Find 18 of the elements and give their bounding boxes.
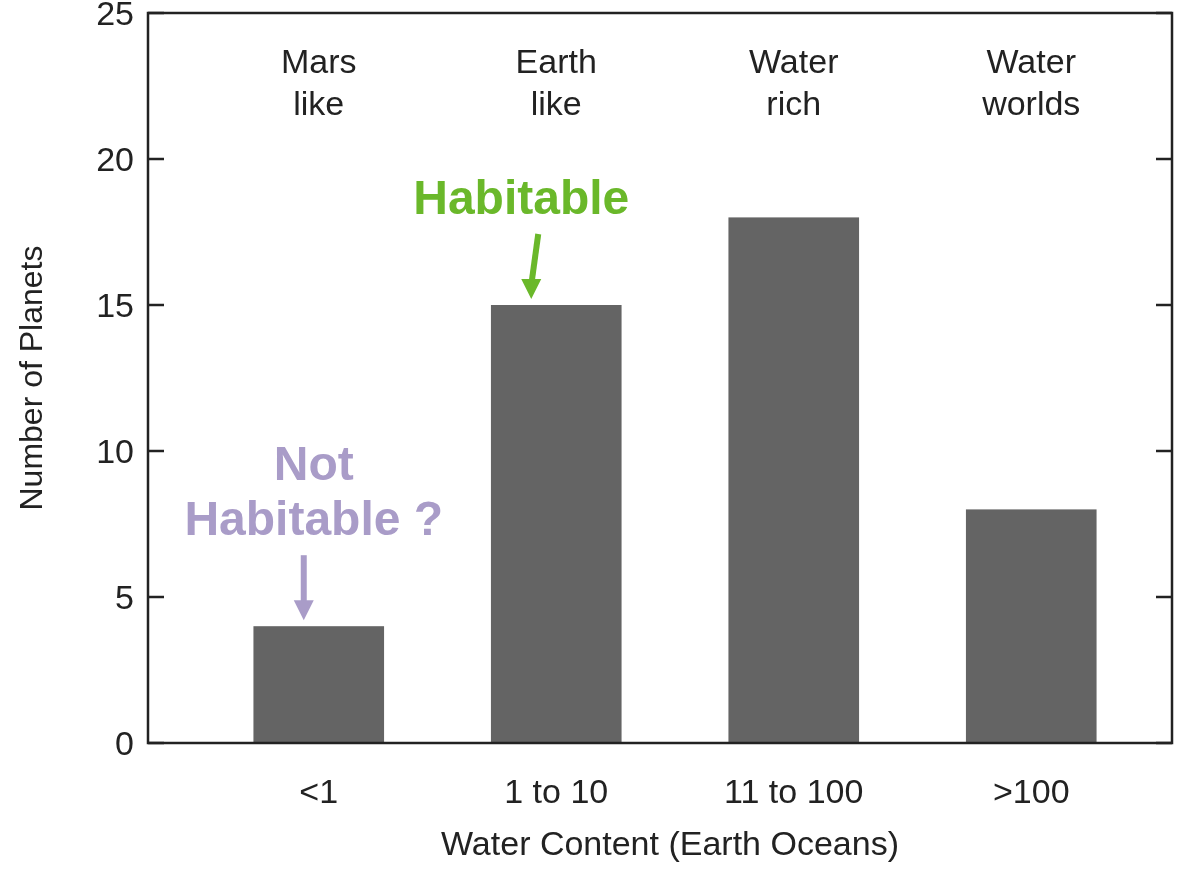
annotation: Water rich xyxy=(749,42,839,122)
annotation: Not Habitable ? xyxy=(184,437,444,546)
y-tick-label: 25 xyxy=(96,0,134,32)
y-tick-label: 5 xyxy=(115,578,134,616)
y-tick-label: 15 xyxy=(96,286,134,324)
x-tick-label: <1 xyxy=(299,772,339,810)
y-tick-label: 10 xyxy=(96,432,134,470)
x-tick-label: >100 xyxy=(992,772,1070,810)
x-tick-label: 1 to 10 xyxy=(504,772,609,810)
annotation: Earth like xyxy=(515,42,597,122)
y-axis-title: Number of Planets xyxy=(13,245,49,511)
x-axis-title: Water Content (Earth Oceans) xyxy=(441,824,899,862)
y-tick-label: 20 xyxy=(96,140,134,178)
y-tick-label: 0 xyxy=(115,724,134,762)
annotation: Mars like xyxy=(280,42,357,122)
x-tick-label: 11 to 100 xyxy=(724,772,864,810)
annotation: Water worlds xyxy=(981,42,1081,122)
annotation: Habitable xyxy=(413,171,630,224)
